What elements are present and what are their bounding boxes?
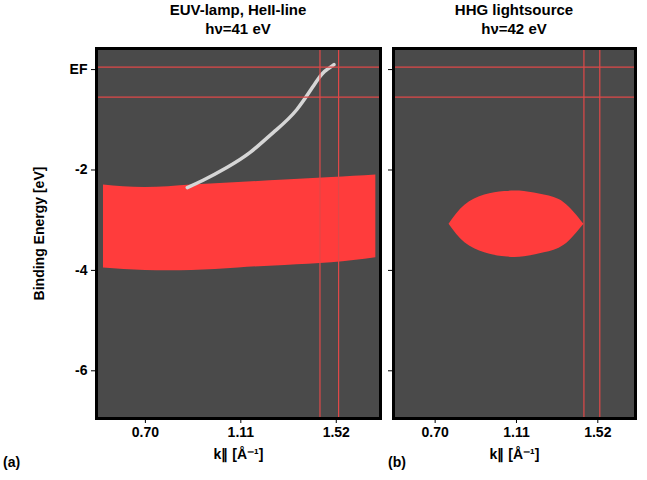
html-text:EUV-lamp, HeII-line: EUV-lamp, HeII-line: [169, 1, 307, 18]
svg-text:1.11: 1.11: [228, 424, 255, 440]
html-text:hν=42 eV: hν=42 eV: [481, 20, 547, 37]
svg-text:Binding Energy [eV]: Binding Energy [eV]: [31, 167, 47, 301]
html-text:(a): (a): [3, 454, 21, 470]
html-text:HHG lightsource: HHG lightsource: [454, 1, 574, 18]
svg-text:-6: -6: [75, 362, 88, 378]
svg-text:k∥ [Å⁻¹]: k∥ [Å⁻¹]: [490, 446, 540, 463]
svg-text:1.11: 1.11: [503, 424, 530, 440]
html-text:hν=41 eV: hν=41 eV: [205, 20, 271, 37]
svg-text:EF: EF: [70, 61, 88, 77]
svg-text:1.52: 1.52: [584, 424, 611, 440]
svg-text:-4: -4: [75, 262, 88, 278]
svg-text:0.70: 0.70: [132, 424, 159, 440]
svg-text:1.52: 1.52: [323, 424, 350, 440]
svg-text:k∥ [Å⁻¹]: k∥ [Å⁻¹]: [214, 446, 264, 463]
html-text:(b): (b): [388, 454, 406, 470]
svg-text:-2: -2: [75, 161, 88, 177]
svg-text:0.70: 0.70: [422, 424, 449, 440]
